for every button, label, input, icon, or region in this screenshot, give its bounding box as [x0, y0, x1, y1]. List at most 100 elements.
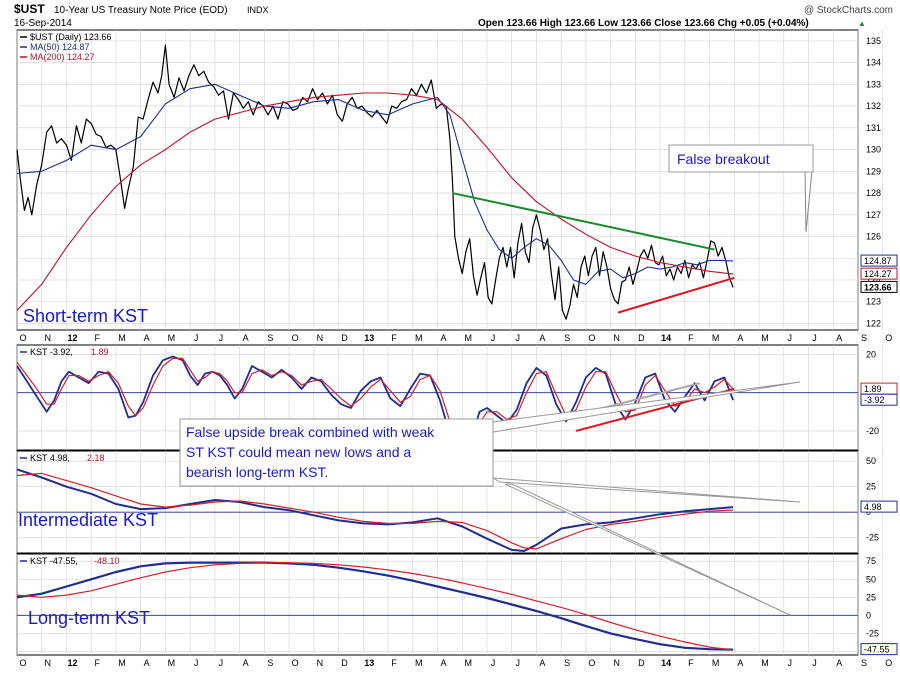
- short_term_kst-value-tag-text: -3.92: [864, 395, 885, 405]
- x-tick-label: O: [588, 658, 595, 668]
- long_term_kst-ytick-label: 75: [866, 556, 876, 566]
- x-tick-label: J: [812, 658, 817, 668]
- intermediate-kst-label: Intermediate KST: [18, 510, 158, 530]
- price-ytick-label: 129: [866, 166, 881, 176]
- intermediate-kst-legend: KST 4.98, 2.18: [20, 453, 105, 463]
- price-value-tag: [860, 254, 898, 267]
- long_term_kst-series-kst: [16, 561, 734, 651]
- intermediate_kst-series-signal: [16, 472, 734, 550]
- x-tick-label: A: [539, 658, 545, 668]
- watermark: @ StockCharts.com: [804, 5, 893, 16]
- price-ytick-label: 126: [866, 232, 881, 242]
- x-tick-label: S: [861, 658, 867, 668]
- note-callout: False upside break combined with weak ST…: [179, 418, 494, 487]
- price-value-tag-text: 124.27: [864, 269, 892, 279]
- x-tick-label: O: [292, 333, 299, 343]
- legend-short-kst: KST -3.92,: [30, 347, 73, 357]
- price-value-tag-text: 124.87: [864, 256, 892, 266]
- price-value-tag: [860, 267, 898, 280]
- intermediate_kst-value-tag-text: 4.98: [864, 502, 882, 512]
- x-tick-label: D: [638, 333, 645, 343]
- long_term_kst-value-tag-text: -47.55: [864, 645, 890, 655]
- note-line-1: False upside break combined with weak: [186, 424, 435, 440]
- x-tick-label: J: [515, 333, 520, 343]
- x-tick-label: A: [440, 333, 446, 343]
- x-tick-label: A: [243, 658, 249, 668]
- x-tick-label: 14: [661, 333, 671, 343]
- price-series-ma-200-: [16, 92, 734, 311]
- x-tick-label: O: [885, 333, 892, 343]
- x-tick-label: A: [144, 333, 150, 343]
- x-tick-label: N: [317, 658, 324, 668]
- short-term-kst-label: Short-term KST: [23, 306, 148, 326]
- x-tick-label: M: [712, 658, 720, 668]
- x-tick-label: O: [292, 658, 299, 668]
- x-tick-label: D: [341, 333, 348, 343]
- legend-long-kst: KST -47.55,: [30, 556, 78, 566]
- legend-price: $UST (Daily) 123.66: [30, 32, 111, 42]
- price-ytick-label: 124: [866, 275, 881, 285]
- long-kst-legend: KST -47.55, -48.10: [20, 556, 120, 566]
- callout-pointers: [492, 169, 813, 616]
- x-tick-label: S: [267, 333, 273, 343]
- chart-symbol: $UST: [14, 2, 45, 16]
- chart-date: 16-Sep-2014: [14, 18, 72, 29]
- false-breakout-callout: False breakout: [668, 144, 814, 173]
- x-tick-label: M: [464, 333, 472, 343]
- intermediate_kst-series-kst: [16, 468, 734, 552]
- x-tick-label: J: [491, 333, 496, 343]
- x-tick-label: F: [688, 333, 694, 343]
- price-ytick-label: 133: [866, 79, 881, 89]
- x-tick-label: J: [194, 658, 199, 668]
- price-value-tag-text: 123.66: [864, 282, 892, 292]
- x-axis-bottom: O N 12 F M A M J J A S O N D 13 F M A M J J A S O N D 14 F M A M J J A S O: [19, 658, 892, 668]
- price-series-ma-50-: [16, 83, 734, 285]
- x-tick-label: F: [94, 333, 100, 343]
- price-ytick-label: 135: [866, 36, 881, 46]
- x-axis-top: O N 12 F M A M J J A S O N D 13 F M A M J J A S O N D 14 F M A M J J A S O: [19, 333, 892, 343]
- x-tick-label: M: [118, 658, 126, 668]
- note-line-2: ST KST could mean new lows and a: [186, 444, 411, 460]
- price-panel: 1221231241251261271281291301311321331341…: [16, 29, 898, 331]
- legend-int-signal: 2.18: [87, 453, 105, 463]
- x-tick-label: S: [267, 658, 273, 668]
- long_term_kst-ytick-label: 25: [866, 592, 876, 602]
- x-tick-label: M: [118, 333, 126, 343]
- x-tick-label: 13: [364, 658, 374, 668]
- intermediate_kst-value-tag: [860, 500, 898, 513]
- x-tick-label: S: [861, 333, 867, 343]
- price-series--ust-daily-: [16, 44, 734, 320]
- x-tick-label: A: [144, 658, 150, 668]
- x-tick-label: J: [194, 333, 199, 343]
- chart-title: 10-Year US Treasury Note Price (EOD): [54, 5, 228, 16]
- x-tick-label: J: [788, 333, 793, 343]
- price-value-tag: [860, 280, 898, 293]
- note-line-3: bearish long-term KST.: [186, 464, 328, 480]
- x-tick-label: M: [712, 333, 720, 343]
- long_term_kst-value-tag: [860, 643, 898, 656]
- x-tick-label: F: [391, 333, 397, 343]
- x-tick-label: O: [19, 333, 26, 343]
- price-ytick-label: 130: [866, 145, 881, 155]
- chg-up-arrow: ▲: [858, 19, 866, 28]
- x-tick-label: S: [564, 658, 570, 668]
- x-tick-label: M: [464, 658, 472, 668]
- long-term-kst-label: Long-term KST: [28, 608, 150, 628]
- price-trendline: [452, 192, 715, 251]
- note-pointer-int-kst: [492, 477, 801, 503]
- x-tick-label: J: [219, 658, 224, 668]
- x-tick-label: M: [168, 658, 176, 668]
- x-tick-label: N: [613, 333, 620, 343]
- legend-short-signal: 1.89: [91, 347, 109, 357]
- short_term_kst-ytick-label: 20: [866, 350, 876, 360]
- x-tick-label: A: [737, 658, 743, 668]
- x-tick-label: N: [44, 658, 51, 668]
- x-tick-label: N: [613, 658, 620, 668]
- short-kst-legend: KST -3.92, 1.89: [20, 347, 109, 357]
- legend-long-signal: -48.10: [94, 556, 120, 566]
- short_term_kst-ytick-label: -20: [866, 426, 879, 436]
- price-ytick-label: 127: [866, 210, 881, 220]
- x-tick-label: M: [761, 333, 769, 343]
- x-tick-label: F: [94, 658, 100, 668]
